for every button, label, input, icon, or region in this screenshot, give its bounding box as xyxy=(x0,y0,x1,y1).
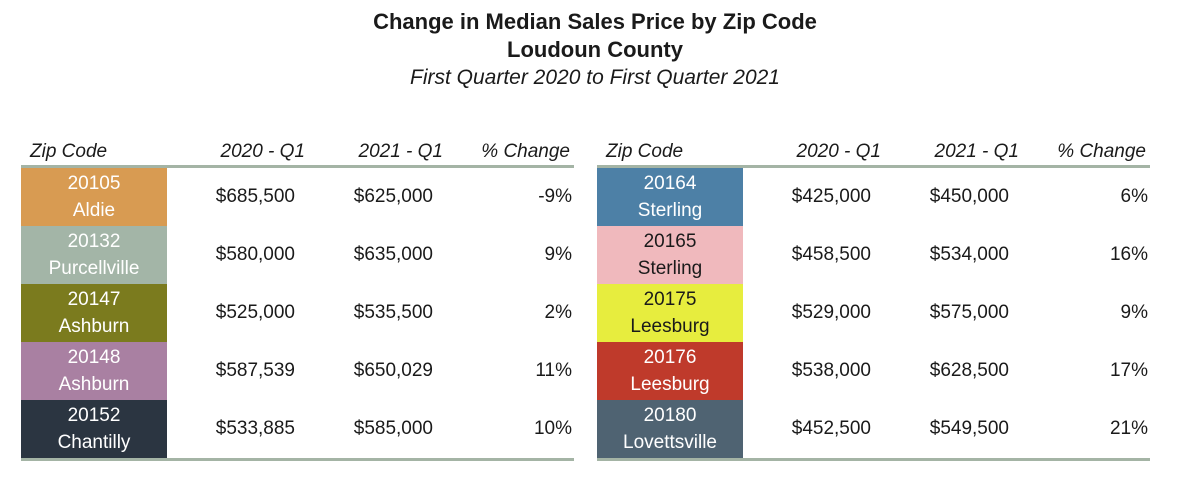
footer-rule xyxy=(21,458,574,461)
city-name: Leesburg xyxy=(630,316,710,337)
zip-code-cell: 20147 Ashburn xyxy=(21,284,167,342)
zip-code-cell: 20152 Chantilly xyxy=(21,400,167,458)
price-2020-q1: $533,885 xyxy=(215,418,295,439)
price-2020-q1: $580,000 xyxy=(215,244,295,265)
zip-code: 20176 xyxy=(643,347,697,368)
price-2020-q1: $452,500 xyxy=(791,418,871,439)
percent-change: 2% xyxy=(544,302,572,323)
table-row: 20147 Ashburn $525,000 $535,500 2% xyxy=(21,284,574,342)
price-table-right: Zip Code 2020 - Q1 2021 - Q1 % Change 20… xyxy=(597,136,1150,461)
zip-code: 20147 xyxy=(67,289,121,310)
city-name: Purcellville xyxy=(48,258,140,279)
zip-code: 20152 xyxy=(67,405,121,426)
chart-title: Change in Median Sales Price by Zip Code xyxy=(373,9,817,34)
column-header-2020-q1: 2020 - Q1 xyxy=(220,141,306,162)
footer-rule xyxy=(597,458,1150,461)
percent-change: 17% xyxy=(1109,360,1148,381)
price-2020-q1: $529,000 xyxy=(791,302,871,323)
column-header-2020-q1: 2020 - Q1 xyxy=(796,141,882,162)
city-name: Aldie xyxy=(72,200,116,221)
price-2020-q1: $685,500 xyxy=(215,186,295,207)
city-name: Ashburn xyxy=(58,374,130,395)
column-header-zip-code: Zip Code xyxy=(30,141,108,162)
price-2020-q1: $458,500 xyxy=(791,244,871,265)
city-name: Chantilly xyxy=(57,432,131,453)
zip-code-cell: 20105 Aldie xyxy=(21,168,167,226)
percent-change: 9% xyxy=(1120,302,1148,323)
price-2021-q1: $635,000 xyxy=(353,244,433,265)
table-row: 20105 Aldie $685,500 $625,000 -9% xyxy=(21,168,574,226)
table-header-row: Zip Code 2020 - Q1 2021 - Q1 % Change xyxy=(597,136,1150,165)
price-2021-q1: $450,000 xyxy=(929,186,1009,207)
price-2021-q1: $535,500 xyxy=(353,302,433,323)
table-row: 20175 Leesburg $529,000 $575,000 9% xyxy=(597,284,1150,342)
table-row: 20180 Lovettsville $452,500 $549,500 21% xyxy=(597,400,1150,458)
percent-change: -9% xyxy=(538,186,572,207)
zip-code: 20175 xyxy=(643,289,697,310)
zip-code-cell: 20164 Sterling xyxy=(597,168,743,226)
price-2020-q1: $538,000 xyxy=(791,360,871,381)
price-2021-q1: $549,500 xyxy=(929,418,1009,439)
percent-change: 6% xyxy=(1120,186,1148,207)
table-row: 20148 Ashburn $587,539 $650,029 11% xyxy=(21,342,574,400)
table-row: 20164 Sterling $425,000 $450,000 6% xyxy=(597,168,1150,226)
price-2021-q1: $650,029 xyxy=(353,360,433,381)
price-2021-q1: $534,000 xyxy=(929,244,1009,265)
city-name: Sterling xyxy=(637,200,703,221)
city-name: Lovettsville xyxy=(623,432,717,453)
column-header-2021-q1: 2021 - Q1 xyxy=(358,141,444,162)
percent-change: 10% xyxy=(533,418,572,439)
zip-code: 20165 xyxy=(643,231,697,252)
zip-code: 20180 xyxy=(643,405,697,426)
zip-code-cell: 20175 Leesburg xyxy=(597,284,743,342)
table-row: 20152 Chantilly $533,885 $585,000 10% xyxy=(21,400,574,458)
header-rule xyxy=(21,165,574,168)
zip-code-cell: 20148 Ashburn xyxy=(21,342,167,400)
city-name: Ashburn xyxy=(58,316,130,337)
price-table-left: Zip Code 2020 - Q1 2021 - Q1 % Change 20… xyxy=(21,136,574,461)
header-rule xyxy=(597,165,1150,168)
price-2021-q1: $628,500 xyxy=(929,360,1009,381)
zip-code-cell: 20180 Lovettsville xyxy=(597,400,743,458)
table-row: 20132 Purcellville $580,000 $635,000 9% xyxy=(21,226,574,284)
percent-change: 21% xyxy=(1109,418,1148,439)
column-header-2021-q1: 2021 - Q1 xyxy=(934,141,1020,162)
zip-code-cell: 20132 Purcellville xyxy=(21,226,167,284)
chart-header: Change in Median Sales Price by Zip Code… xyxy=(0,0,1190,91)
price-2020-q1: $425,000 xyxy=(791,186,871,207)
table-row: 20176 Leesburg $538,000 $628,500 17% xyxy=(597,342,1150,400)
chart-subtitle: Loudoun County xyxy=(507,37,683,62)
chart-period: First Quarter 2020 to First Quarter 2021 xyxy=(410,66,780,89)
tables-container: Zip Code 2020 - Q1 2021 - Q1 % Change 20… xyxy=(21,136,1150,461)
price-2020-q1: $587,539 xyxy=(215,360,295,381)
zip-code-cell: 20165 Sterling xyxy=(597,226,743,284)
price-2020-q1: $525,000 xyxy=(215,302,295,323)
price-2021-q1: $575,000 xyxy=(929,302,1009,323)
zip-code: 20164 xyxy=(643,173,697,194)
city-name: Sterling xyxy=(637,258,703,279)
city-name: Leesburg xyxy=(630,374,710,395)
percent-change: 16% xyxy=(1109,244,1148,265)
zip-code-cell: 20176 Leesburg xyxy=(597,342,743,400)
price-2021-q1: $585,000 xyxy=(353,418,433,439)
column-header-pct-change: % Change xyxy=(481,141,570,162)
column-header-zip-code: Zip Code xyxy=(606,141,684,162)
price-2021-q1: $625,000 xyxy=(353,186,433,207)
column-header-pct-change: % Change xyxy=(1057,141,1146,162)
zip-code: 20132 xyxy=(67,231,121,252)
percent-change: 11% xyxy=(535,360,572,381)
percent-change: 9% xyxy=(544,244,572,265)
table-header-row: Zip Code 2020 - Q1 2021 - Q1 % Change xyxy=(21,136,574,165)
zip-code: 20148 xyxy=(67,347,121,368)
zip-code: 20105 xyxy=(67,173,121,194)
table-row: 20165 Sterling $458,500 $534,000 16% xyxy=(597,226,1150,284)
